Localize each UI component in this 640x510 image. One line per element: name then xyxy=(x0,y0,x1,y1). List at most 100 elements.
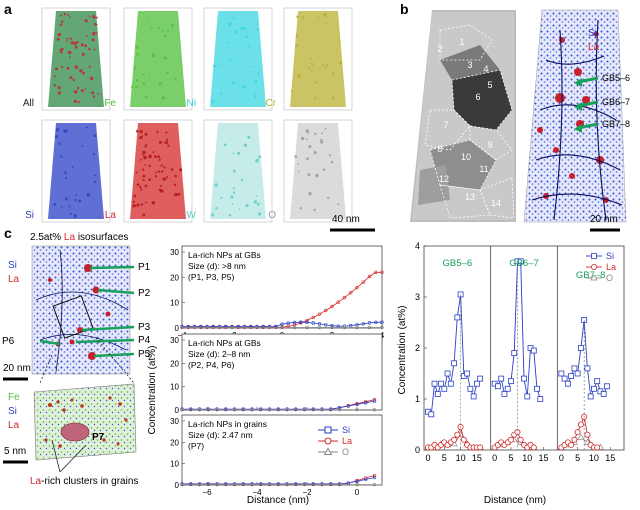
subplot0-la-point xyxy=(305,318,309,323)
tile-speck xyxy=(82,71,85,75)
subplot2-si-line xyxy=(182,477,375,485)
chart-la-point xyxy=(530,444,537,451)
p-arrow-p2 xyxy=(97,288,135,295)
chart-segment-label-0: GB5–6 xyxy=(443,258,473,269)
p-arrow-p4 xyxy=(75,338,135,344)
tile-speck xyxy=(157,170,161,173)
tile-speck xyxy=(78,199,82,203)
subplot0-la-point xyxy=(361,280,365,284)
tile-body-7 xyxy=(290,123,346,219)
tile-speck xyxy=(144,95,148,99)
chart-xtick-label: 0 xyxy=(425,453,430,463)
p-label-p3: P3 xyxy=(138,322,151,333)
tile-speck xyxy=(165,131,168,134)
chart-la-point xyxy=(477,444,484,451)
tile-speck xyxy=(245,35,249,38)
tile-speck xyxy=(256,202,260,206)
tile-speck xyxy=(232,191,236,194)
tile-speck xyxy=(310,57,313,60)
panel-c-legend-si: Si xyxy=(8,260,17,271)
chart-o-point xyxy=(590,274,598,281)
tile-speck xyxy=(307,173,311,177)
panel-c-caption: La-rich clusters in grains xyxy=(30,476,138,487)
tile-speck xyxy=(253,93,256,96)
tile-speck xyxy=(242,85,246,89)
tile-speck xyxy=(84,44,87,48)
tile-speck xyxy=(179,168,183,172)
tile-speck xyxy=(313,97,317,100)
tile-speck xyxy=(232,169,236,173)
tile-speck xyxy=(58,142,61,146)
tile-frame-3 xyxy=(283,7,353,111)
tile-speck xyxy=(256,28,259,31)
tile-speck xyxy=(331,72,335,76)
tile-speck xyxy=(93,134,97,138)
tile-speck xyxy=(65,130,68,133)
tile-speck xyxy=(79,69,83,73)
chart-si-point xyxy=(591,385,597,392)
tile-speck xyxy=(305,138,308,141)
subplot-ytick-label: 20 xyxy=(170,273,179,282)
tile-speck xyxy=(145,143,148,146)
tile-speck xyxy=(308,144,312,149)
tile-speck xyxy=(255,159,259,163)
tile-speck xyxy=(211,213,215,217)
subplot0-la-point xyxy=(349,291,353,295)
tile-speck xyxy=(66,40,68,42)
chart-legend-label-la: La xyxy=(606,262,616,272)
chart-si-point xyxy=(577,345,584,351)
subplot-ytick-label: 10 xyxy=(170,383,179,392)
tile-speck xyxy=(63,12,67,16)
chart-la-point xyxy=(584,431,591,438)
tile-speck xyxy=(60,155,63,158)
subplot0-la-point xyxy=(367,274,372,279)
p-label-p2: P2 xyxy=(138,288,151,299)
chart-si-point xyxy=(504,385,511,392)
chart-ytick-label: 4 xyxy=(415,241,420,251)
tile-label-cr: Cr xyxy=(265,98,276,109)
tile-speck xyxy=(157,26,161,30)
tile-speck xyxy=(158,158,161,161)
p-label-p5: P5 xyxy=(138,349,151,360)
tile-speck xyxy=(136,53,139,56)
tile-speck xyxy=(64,197,68,201)
tile-speck xyxy=(258,155,262,159)
tile-speck xyxy=(70,40,74,45)
subplot1-si-line xyxy=(182,400,375,410)
grain-number-4: 4 xyxy=(483,64,488,74)
tile-speck xyxy=(131,85,134,89)
subplot-annotation: Size (d): >8 nm xyxy=(188,261,246,271)
tile-speck xyxy=(296,15,299,19)
tile-speck xyxy=(66,37,69,40)
chart-la-point xyxy=(454,431,461,438)
subplot-ytick-label: 20 xyxy=(170,359,179,368)
tile-speck xyxy=(230,95,233,98)
tile-speck xyxy=(237,151,241,155)
tile-speck xyxy=(92,14,95,18)
tile-speck xyxy=(247,30,250,33)
tile-speck xyxy=(314,81,318,84)
tile-speck xyxy=(306,131,309,134)
tile-body-2 xyxy=(210,11,266,107)
tile-speck xyxy=(88,15,91,18)
tile-speck xyxy=(299,207,303,210)
tile-speck xyxy=(147,76,150,78)
panel-b-si-la-map xyxy=(523,9,627,223)
tile-frame-7 xyxy=(283,119,353,223)
tile-speck xyxy=(173,183,177,187)
tile-speck xyxy=(325,66,327,69)
chart-si-point xyxy=(574,370,581,377)
subplot-frame-1 xyxy=(181,333,383,411)
chart-si-point xyxy=(537,396,544,402)
tile-speck xyxy=(313,151,317,155)
tile-speck xyxy=(74,198,77,202)
scale-bar-a-label: 40 nm xyxy=(332,214,360,225)
subplot-ytick-label: 30 xyxy=(170,336,179,345)
tile-speck xyxy=(219,91,223,95)
tile-speck xyxy=(74,65,78,69)
p-arrow-p1 xyxy=(89,265,135,270)
subplot-ytick-label: 0 xyxy=(175,481,180,490)
tile-speck xyxy=(144,184,148,188)
subplot-ytick-label: 20 xyxy=(170,438,179,447)
